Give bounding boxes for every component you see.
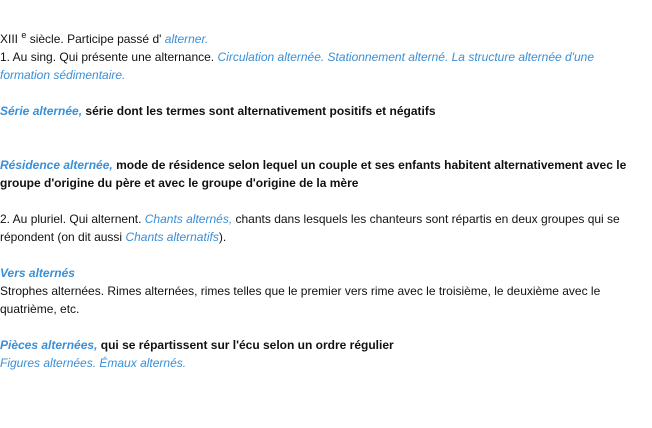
- serie-entry: Série alternée, série dont les termes so…: [0, 102, 640, 120]
- etymology-text: siècle. Participe passé d': [29, 32, 162, 46]
- etymology: XIII e siècle. Participe passé d' altern…: [0, 30, 640, 48]
- chants-alternatifs: Chants alternatifs: [125, 230, 219, 244]
- vers-entry: Vers alternés Strophes alternées. Rimes a…: [0, 264, 640, 318]
- sense-2-text: 2. Au pluriel. Qui alternent.: [0, 212, 142, 226]
- chants-alternes: Chants alternés,: [144, 212, 233, 226]
- sense-2-end: ).: [218, 230, 227, 244]
- superscript: e: [21, 30, 27, 40]
- alterner-link[interactable]: alterner.: [164, 32, 209, 46]
- sense-1-examples: Circulation alternée. Stationnement alte…: [0, 50, 595, 82]
- pieces-entry: Pièces alternées, qui se répartissent su…: [0, 336, 640, 372]
- century: XIII: [0, 32, 19, 46]
- serie-term: Série alternée,: [0, 104, 83, 118]
- sense-1: 1. Au sing. Qui présente une alternance.…: [0, 48, 640, 84]
- pieces-definition: qui se répartissent sur l'écu selon un o…: [100, 338, 394, 352]
- pieces-examples: Figures alternées. Émaux alternés.: [0, 356, 187, 370]
- sense-2-definition: chants dans lesquels les chanteurs sont …: [0, 212, 620, 244]
- sense-2: 2. Au pluriel. Qui alternent. Chants alt…: [0, 210, 640, 246]
- residence-definition: mode de résidence selon lequel un couple…: [0, 158, 627, 190]
- vers-definition: Strophes alternées. Rimes alternées, rim…: [0, 284, 601, 316]
- serie-definition: série dont les termes sont alternativeme…: [85, 104, 436, 118]
- sense-1-text: 1. Au sing. Qui présente une alternance.: [0, 50, 215, 64]
- residence-entry: Résidence alternée, mode de résidence se…: [0, 156, 640, 192]
- pieces-term: Pièces alternées,: [0, 338, 98, 352]
- vers-term: Vers alternés: [0, 266, 75, 280]
- residence-term: Résidence alternée,: [0, 158, 113, 172]
- definition-content: XIII e siècle. Participe passé d' altern…: [0, 30, 640, 372]
